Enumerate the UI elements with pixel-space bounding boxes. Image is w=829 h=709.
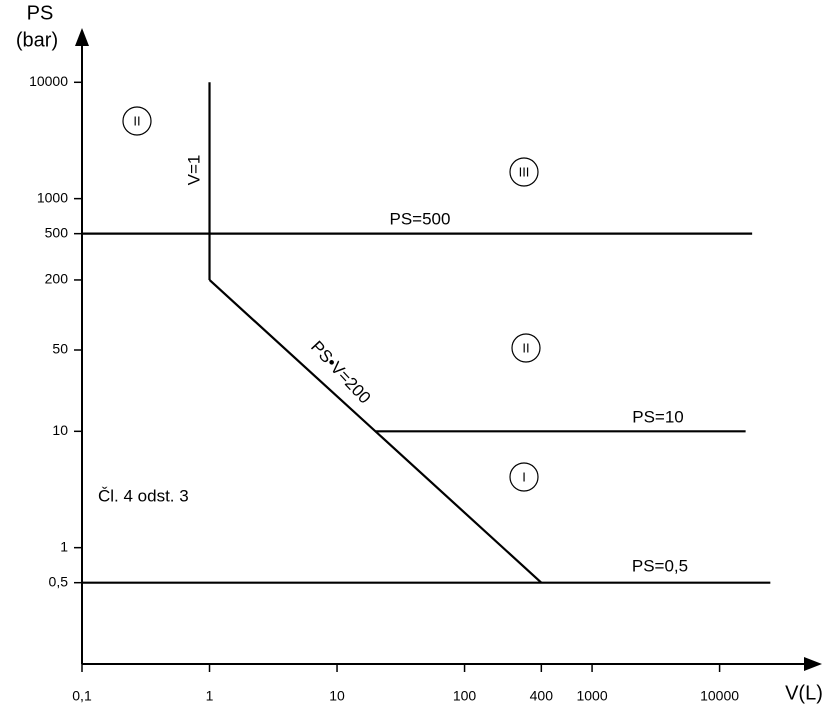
x-tick-label: 100: [453, 688, 477, 704]
x-arrow: [804, 657, 822, 671]
region-label: I: [522, 469, 526, 484]
region-circle: [511, 333, 541, 363]
y-tick-label: 1: [60, 538, 68, 554]
x-tick-label: 1: [206, 688, 214, 704]
region-circle: [122, 106, 152, 136]
line-label: PS=10: [632, 407, 684, 426]
y-axis-unit: (bar): [16, 29, 58, 51]
note: Čl. 4 odst. 3: [98, 486, 189, 505]
x-axis-label: V(L): [785, 682, 823, 704]
region-label: II: [522, 340, 529, 355]
line-label: PS=500: [390, 209, 451, 228]
x-tick-label: 0,1: [72, 688, 92, 704]
line-label: PS=0,5: [632, 556, 688, 575]
y-tick-label: 200: [45, 271, 69, 287]
line-label: PS•V=200: [307, 337, 374, 407]
y-tick-label: 50: [52, 341, 68, 357]
y-tick-label: 500: [45, 224, 69, 240]
y-tick-label: 10: [52, 422, 68, 438]
region-label: III: [519, 164, 530, 179]
x-tick-label: 400: [530, 688, 554, 704]
x-tick-label: 1000: [576, 688, 607, 704]
y-axis-label: PS: [27, 2, 54, 24]
y-tick-label: 10000: [29, 73, 68, 89]
y-arrow: [75, 28, 89, 46]
region-circle: [509, 157, 539, 187]
y-tick-label: 1000: [37, 189, 68, 205]
y-tick-label: 0,5: [49, 573, 69, 589]
region-circle: [509, 462, 539, 492]
x-tick-label: 10000: [700, 688, 739, 704]
x-tick-label: 10: [329, 688, 345, 704]
line-label: V=1: [184, 155, 203, 186]
region-label: II: [133, 113, 140, 128]
